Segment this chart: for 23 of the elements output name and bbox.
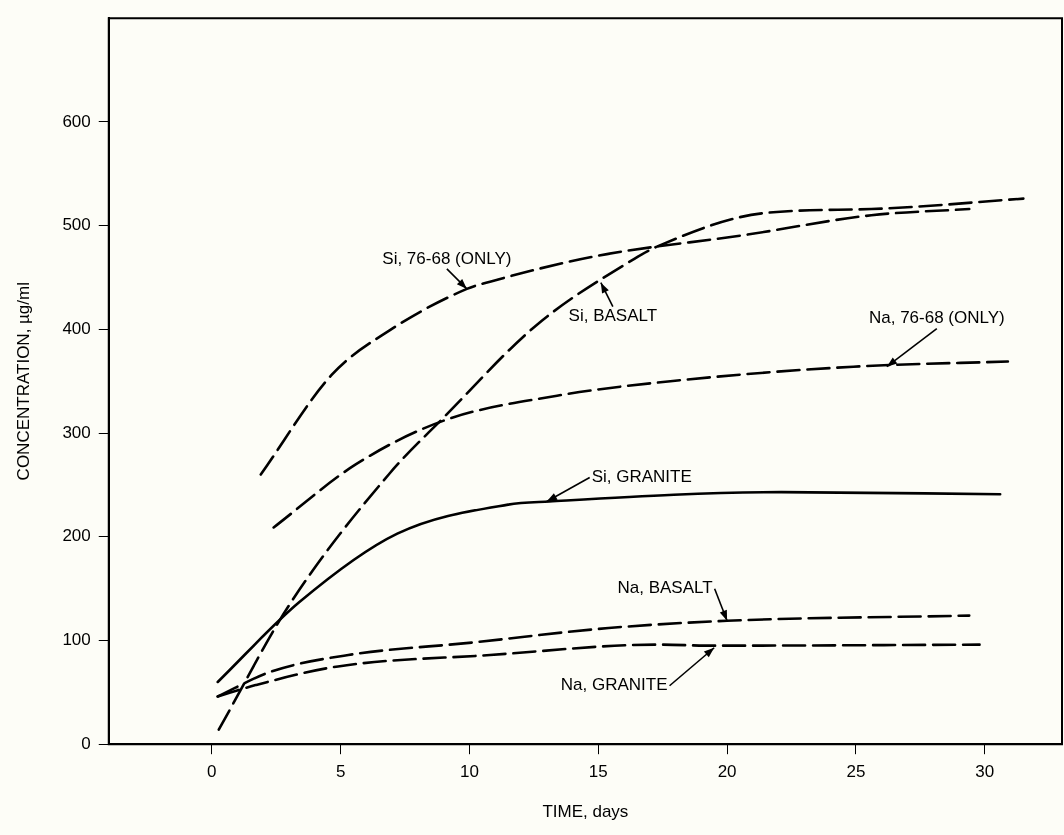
x-tick-label: 10 xyxy=(459,762,479,782)
x-tick-label: 15 xyxy=(588,762,608,782)
y-tick-label: 100 xyxy=(62,630,91,650)
y-tick-label: 400 xyxy=(62,319,91,339)
annotation: Na, BASALT xyxy=(617,578,713,598)
y-tick-label: 0 xyxy=(81,733,91,753)
x-tick-label: 25 xyxy=(846,762,866,782)
x-tick-label: 20 xyxy=(717,762,737,782)
line-series xyxy=(217,197,1025,731)
y-tick-label: 200 xyxy=(62,526,91,546)
annotation: Si, 76-68 (ONLY) xyxy=(382,248,512,268)
y-tick-label: 300 xyxy=(62,422,91,442)
y-tick-label: 600 xyxy=(62,111,91,131)
annotation: Si, GRANITE xyxy=(591,467,692,487)
y-axis-title: CONCENTRATION, µg/ml xyxy=(13,282,33,481)
x-axis-title: TIME, days xyxy=(542,802,629,822)
x-tick-label: 30 xyxy=(975,762,995,782)
annotation: Si, BASALT xyxy=(568,306,658,326)
annotation: Na, 76-68 (ONLY) xyxy=(868,308,1005,328)
y-tick-label: 500 xyxy=(62,215,91,235)
x-tick-label: 5 xyxy=(335,762,346,782)
x-tick-label: 0 xyxy=(207,762,217,782)
annotation: Na, GRANITE xyxy=(560,675,668,695)
